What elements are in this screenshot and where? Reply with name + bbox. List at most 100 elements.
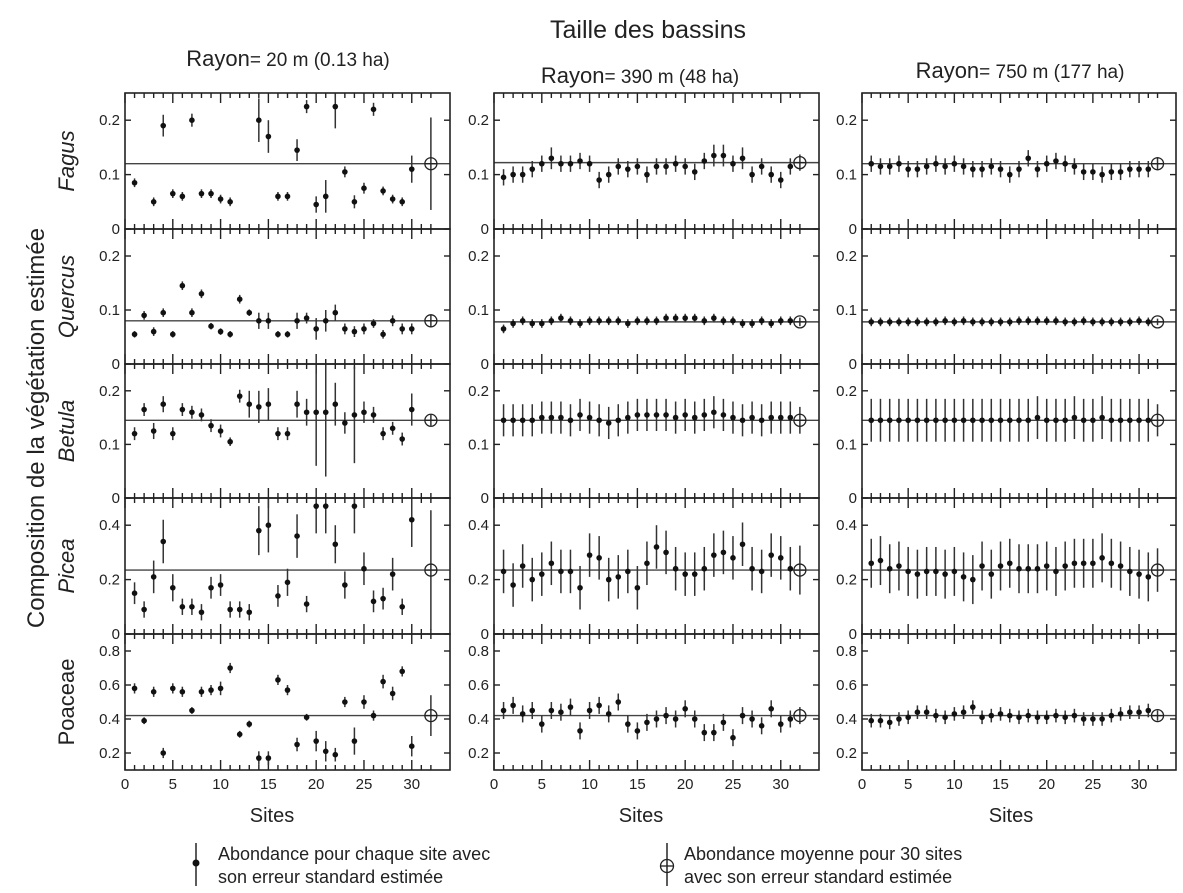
site-point (923, 319, 930, 325)
site-point (701, 318, 708, 324)
y-tick-label: 0 (112, 221, 120, 238)
site-point (500, 417, 507, 424)
site-point (322, 318, 329, 324)
site-point (739, 541, 746, 548)
y-tick-label: 0 (849, 626, 857, 643)
site-point (303, 601, 310, 607)
y-tick-label: 0.2 (836, 383, 857, 400)
panel-r20-quercus: 0 0.1 0.2 Quercus (54, 228, 451, 373)
site-point (730, 414, 736, 421)
site-point (169, 584, 176, 591)
site-point (720, 412, 727, 418)
site-point (408, 326, 415, 332)
site-point (361, 326, 367, 332)
site-point (303, 409, 310, 416)
y-tick-label: 0.2 (836, 248, 857, 265)
site-point (1090, 716, 1096, 722)
y-tick-label: 0.2 (468, 248, 489, 265)
site-point (500, 326, 507, 332)
site-point (577, 158, 583, 164)
site-point (787, 716, 794, 722)
y-tick-label: 0.2 (468, 383, 489, 400)
y-tick-label: 0.4 (836, 711, 857, 728)
site-point (275, 193, 281, 200)
site-point (1127, 709, 1133, 715)
site-point (150, 428, 157, 434)
site-point (322, 409, 329, 416)
panel-r750-quercus: 0 0.1 0.2 (836, 228, 1177, 373)
site-point (942, 417, 948, 424)
x-tick-label: 0 (490, 776, 498, 793)
site-point (510, 320, 516, 327)
y-tick-label: 0.4 (99, 517, 120, 534)
panel-r390-poaceae: 0.2 0.4 0.6 0.8 0 5 10 15 20 25 30 (468, 633, 820, 793)
site-point (896, 319, 902, 325)
x-tick-label: 20 (308, 776, 325, 793)
panel-r750-fagus: 0 0.1 0.2 (836, 92, 1177, 238)
site-point (960, 417, 967, 424)
site-point (217, 328, 224, 335)
site-point (548, 155, 555, 162)
taxon-label: Quercus (54, 255, 79, 338)
site-point (548, 560, 555, 567)
site-point (758, 163, 765, 170)
x-axis-label-r20: Sites (250, 805, 294, 827)
y-tick-label: 0.6 (99, 677, 120, 694)
site-point (529, 320, 536, 327)
site-point (538, 414, 545, 421)
site-point (730, 555, 736, 561)
site-point (380, 331, 386, 338)
site-point (284, 331, 291, 338)
site-point (739, 320, 746, 327)
site-point (558, 709, 564, 715)
site-point (370, 412, 377, 418)
site-point (691, 414, 698, 421)
legend-site-line-2: son erreur standard estimée (218, 867, 443, 887)
y-tick-label: 0.2 (99, 112, 120, 129)
site-point (313, 326, 319, 332)
panel-frame (493, 633, 820, 771)
site-point (877, 319, 884, 325)
site-point (1006, 560, 1013, 567)
y-tick-label: 0.1 (468, 302, 489, 319)
site-point (399, 436, 406, 442)
site-point (586, 160, 593, 167)
site-point (997, 563, 1004, 569)
site-point (567, 160, 574, 167)
panel-frame (124, 497, 451, 635)
panel-frame (124, 633, 451, 771)
figure-title: Taille des bassins (550, 16, 746, 44)
x-tick-label: 30 (403, 776, 420, 793)
panel-r750-picea: 0 0.2 0.4 (836, 497, 1177, 643)
site-point (960, 709, 967, 715)
site-point (500, 568, 507, 575)
site-point (730, 160, 736, 167)
site-point (538, 160, 545, 167)
site-point (951, 568, 958, 575)
site-point (1006, 712, 1013, 719)
site-point (179, 282, 186, 289)
site-point (351, 412, 358, 418)
site-point (663, 712, 669, 719)
y-tick-label: 0.2 (836, 745, 857, 762)
site-point (625, 166, 631, 172)
site-point (1099, 716, 1105, 722)
site-point (653, 318, 660, 324)
site-point (380, 430, 386, 437)
site-point (332, 751, 339, 758)
site-point (1145, 574, 1152, 580)
site-point (131, 179, 138, 186)
x-tick-label: 10 (212, 776, 229, 793)
site-point (868, 319, 875, 325)
site-point (1108, 319, 1115, 325)
site-point (644, 412, 650, 418)
site-point (739, 417, 746, 424)
site-point (529, 417, 536, 424)
site-point (988, 571, 995, 577)
site-point (332, 309, 339, 316)
y-tick-label: 0.8 (468, 643, 489, 660)
site-point (1108, 417, 1115, 424)
y-tick-label: 0.2 (468, 112, 489, 129)
y-tick-label: 0.8 (99, 643, 120, 660)
site-point (868, 417, 875, 424)
